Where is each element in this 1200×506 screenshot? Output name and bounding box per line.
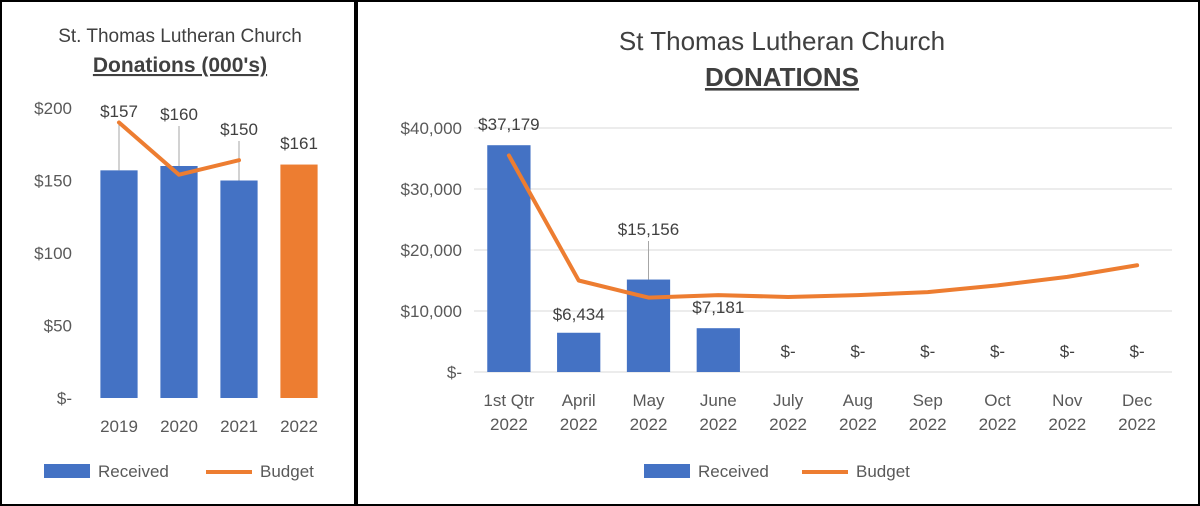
bar: [220, 180, 258, 398]
data-label: $-: [920, 342, 935, 361]
x-tick-label: July: [773, 391, 804, 410]
x-tick-label: May: [632, 391, 665, 410]
data-label: $161: [280, 134, 318, 153]
x-tick-label: April: [562, 391, 596, 410]
y-tick-label: $-: [447, 363, 462, 382]
x-tick-label: 2022: [1118, 415, 1156, 434]
data-label: $-: [850, 342, 865, 361]
chart-title: St. Thomas Lutheran Church: [58, 26, 302, 47]
x-tick-label: 2022: [699, 415, 737, 434]
bar: [557, 332, 601, 372]
chart-panel-monthly: St Thomas Lutheran Church DONATIONS $- $10,…: [356, 0, 1200, 506]
annual-donations-chart: St. Thomas Lutheran Church Donations (000…: [34, 26, 318, 481]
data-label: $-: [1130, 342, 1145, 361]
legend-label-received: Received: [698, 462, 769, 481]
x-tick-label: 2022: [490, 415, 528, 434]
monthly-donations-chart: St Thomas Lutheran Church DONATIONS $- $10,…: [401, 26, 1172, 481]
legend-label-budget: Budget: [260, 462, 314, 481]
data-label: $15,156: [618, 220, 679, 239]
x-tick-label: 2022: [909, 415, 947, 434]
data-label: $6,434: [553, 305, 605, 324]
x-tick-label: 2022: [769, 415, 807, 434]
legend-swatch-received: [44, 464, 90, 478]
chart-panel-annual: St. Thomas Lutheran Church Donations (000…: [0, 0, 356, 506]
bar: [696, 328, 740, 372]
x-tick-label: Aug: [843, 391, 873, 410]
bar: [160, 166, 198, 398]
x-tick-label: 2021: [220, 417, 258, 436]
y-tick-label: $200: [34, 99, 72, 118]
legend-label-budget: Budget: [856, 462, 910, 481]
y-tick-label: $50: [44, 317, 72, 336]
x-tick-label: Sep: [913, 391, 943, 410]
x-tick-label: 2022: [1048, 415, 1086, 434]
chart-title: St Thomas Lutheran Church: [619, 26, 945, 56]
data-label: $157: [100, 102, 138, 121]
y-tick-label: $-: [57, 389, 72, 408]
bar: [100, 170, 138, 398]
x-tick-label: 2022: [280, 417, 318, 436]
y-tick-label: $100: [34, 244, 72, 263]
x-tick-label: 1st Qtr: [483, 391, 534, 410]
bar: [280, 164, 318, 398]
x-tick-label: 2022: [630, 415, 668, 434]
x-tick-label: 2020: [160, 417, 198, 436]
x-tick-label: Dec: [1122, 391, 1153, 410]
data-label: $7,181: [692, 298, 744, 317]
data-label: $37,179: [478, 115, 539, 134]
x-tick-label: Oct: [984, 391, 1011, 410]
data-label: $-: [1060, 342, 1075, 361]
y-tick-label: $40,000: [401, 119, 462, 138]
chart-subtitle: DONATIONS: [705, 62, 859, 92]
y-tick-label: $10,000: [401, 302, 462, 321]
x-tick-label: 2022: [560, 415, 598, 434]
x-tick-label: 2022: [839, 415, 877, 434]
data-label: $160: [160, 105, 198, 124]
data-label: $-: [781, 342, 796, 361]
legend-swatch-received: [644, 464, 690, 478]
y-tick-label: $20,000: [401, 241, 462, 260]
y-tick-label: $150: [34, 172, 72, 191]
legend-label-received: Received: [98, 462, 169, 481]
x-tick-label: June: [700, 391, 737, 410]
chart-subtitle: Donations (000's): [93, 54, 267, 77]
y-tick-label: $30,000: [401, 180, 462, 199]
x-tick-label: 2019: [100, 417, 138, 436]
x-tick-label: 2022: [979, 415, 1017, 434]
budget-line: [506, 153, 1140, 300]
data-label: $150: [220, 120, 258, 139]
budget-line: [117, 120, 241, 177]
x-tick-label: Nov: [1052, 391, 1083, 410]
data-label: $-: [990, 342, 1005, 361]
